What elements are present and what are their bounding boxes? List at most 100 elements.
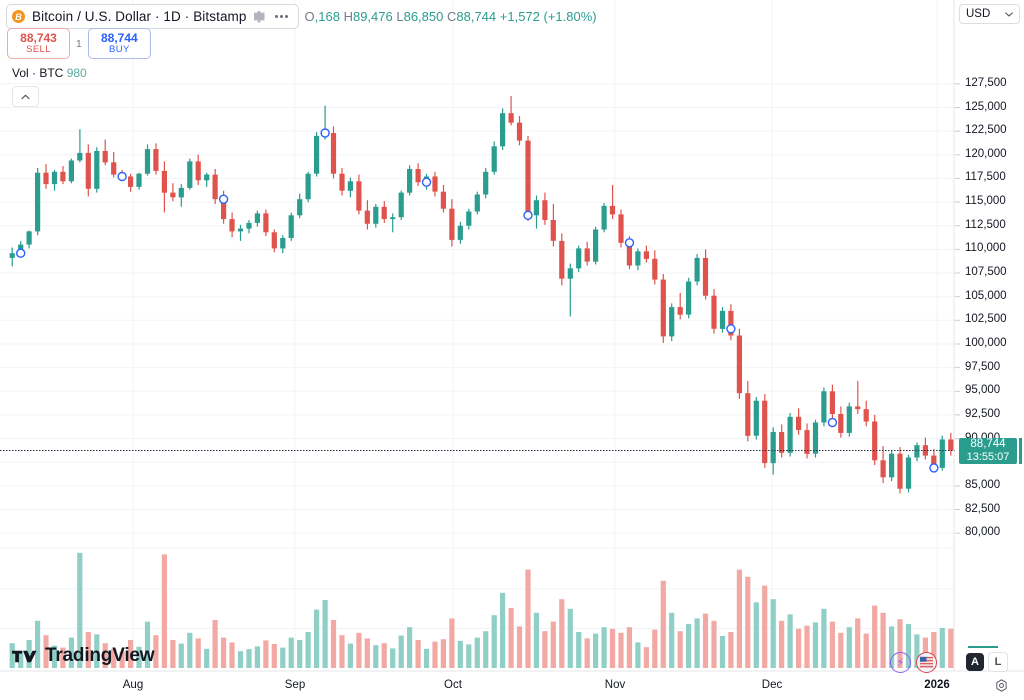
chart-marker [117,171,127,182]
volume-bar [364,638,370,668]
candle-body [669,307,675,337]
volume-bar [271,644,277,668]
symbol-button[interactable]: B Bitcoin / U.S. Dollar · 1D · Bitstamp [6,4,299,29]
volume-bar [330,620,337,668]
candle-body [838,414,844,433]
volume-bar [195,638,201,668]
volume-bar [43,635,49,668]
bitcoin-icon: B [12,10,25,23]
volume-bar [128,640,134,668]
candle-body [43,172,49,185]
buy-button[interactable]: 88,744 BUY [87,28,151,59]
price-axis-label: 102,500 [965,313,1007,326]
volume-bar [51,645,58,668]
currency-selector[interactable]: USD [959,4,1020,24]
time-axis-label: Nov [604,679,626,691]
lightning-bolt-icon[interactable]: ⚡ [890,652,911,673]
candle-body [432,176,438,192]
volume-bar [753,602,759,668]
volume-bar [669,612,675,668]
candle-body [449,208,455,240]
candle-body [339,173,345,191]
candle-body [474,194,480,212]
candle-body [440,191,446,209]
ohlc-close-value: 88,744 [456,9,497,24]
volume-bar [457,640,463,668]
candle-body [356,181,362,211]
candle-body [254,213,260,223]
candle-body [111,162,117,175]
time-scale[interactable]: Aug Sep Oct Nov Dec 2026 [0,672,1024,700]
candlestick-icon[interactable] [253,10,265,23]
price-scale[interactable]: USD 127,500 125,000 122,500 120,000 117,500 1… [955,0,1024,672]
candle-body [26,231,32,245]
candle-body [770,432,776,464]
settings-button[interactable] [995,679,1008,697]
volume-bar [170,640,176,668]
candle-body [812,422,819,454]
price-axis-label: 115,000 [965,195,1006,208]
volume-bar [948,628,954,668]
tradingview-watermark: TradingView [12,645,155,667]
candle-body [221,199,227,220]
price-axis-label: 120,000 [965,147,1007,160]
volume-legend[interactable]: Vol · BTC 980 [12,66,87,80]
ohlc-open-label: O [304,9,315,24]
more-options-icon[interactable] [272,15,291,18]
volume-bar [796,628,802,668]
volume-bar [516,626,523,668]
chart-legend: B Bitcoin / U.S. Dollar · 1D · Bitstamp … [6,4,597,29]
candle-body [762,400,768,464]
sell-price: 88,743 [20,31,57,46]
candle-body [728,310,734,336]
candle-body [9,253,15,258]
volume-bar [533,612,539,668]
volume-bar [229,642,235,668]
volume-bar [897,619,903,668]
volume-bar [381,643,387,668]
volume-bar [483,631,489,668]
candle-body [601,205,607,230]
ohlc-low-value: 86,850 [403,9,444,24]
volume-bar [559,599,565,668]
volume-bar [762,585,768,668]
time-axis-label: Oct [444,679,462,691]
flag-glyph [919,655,934,670]
candle-body [195,161,201,181]
price-axis-label: 92,500 [965,407,1001,420]
volume-bar [314,609,320,668]
us-flag-globe-icon[interactable] [916,652,937,673]
volume-bar [889,626,895,668]
price-axis-label: 97,500 [965,360,1001,373]
volume-bar [432,641,438,668]
volume-bar [373,645,379,668]
candle-body [626,242,632,266]
candle-body [635,251,641,266]
volume-bar [508,608,514,668]
candle-body [51,171,58,185]
candle-body [745,393,751,436]
candle-body [263,213,269,233]
candle-body [457,225,463,240]
volume-bar [525,569,531,668]
volume-bar [449,618,455,668]
candle-body [939,439,945,468]
spread-value: 1 [76,37,82,50]
sell-button[interactable]: 88,743 SELL [7,28,70,59]
log-scale-button[interactable]: L [988,652,1008,672]
candle-body [212,174,218,200]
volume-bar [221,637,227,668]
volume-bar [812,622,819,668]
volume-bar [550,621,556,668]
chart-marker [624,238,635,248]
candle-body [609,205,616,215]
volume-bar [339,635,345,668]
volume-bar [880,612,886,668]
volume-bar [779,620,785,668]
collapse-pane-button[interactable] [12,86,39,107]
auto-scale-button[interactable]: A [966,653,984,671]
candle-body [593,229,599,262]
volume-bar [187,632,193,668]
volume-bar [212,620,218,668]
